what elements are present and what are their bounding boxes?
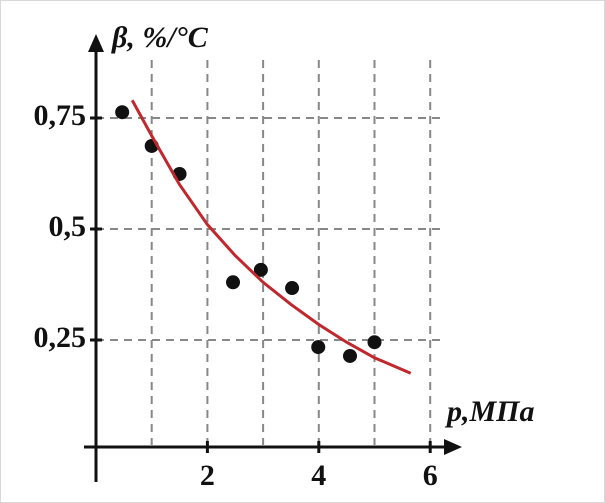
- x-tick-label: 6: [423, 459, 438, 492]
- y-axis-arrow: [88, 34, 104, 52]
- data-point: [253, 262, 268, 277]
- x-axis-arrow: [444, 439, 462, 455]
- data-point: [367, 335, 382, 350]
- data-point: [226, 275, 241, 290]
- fit-curve: [130, 99, 412, 375]
- data-point: [311, 340, 326, 355]
- y-tick-label: 0,25: [34, 321, 87, 354]
- y-tick-label: 0,75: [34, 99, 87, 132]
- x-axis-title: p,МПа: [444, 395, 535, 428]
- y-axis-title: β, %/°C: [111, 21, 209, 54]
- data-point: [342, 348, 357, 363]
- x-tick-label: 2: [200, 459, 215, 492]
- x-tick-label: 4: [311, 459, 326, 492]
- data-point: [115, 105, 130, 120]
- y-tick-label: 0,5: [49, 210, 87, 243]
- data-point: [285, 281, 300, 296]
